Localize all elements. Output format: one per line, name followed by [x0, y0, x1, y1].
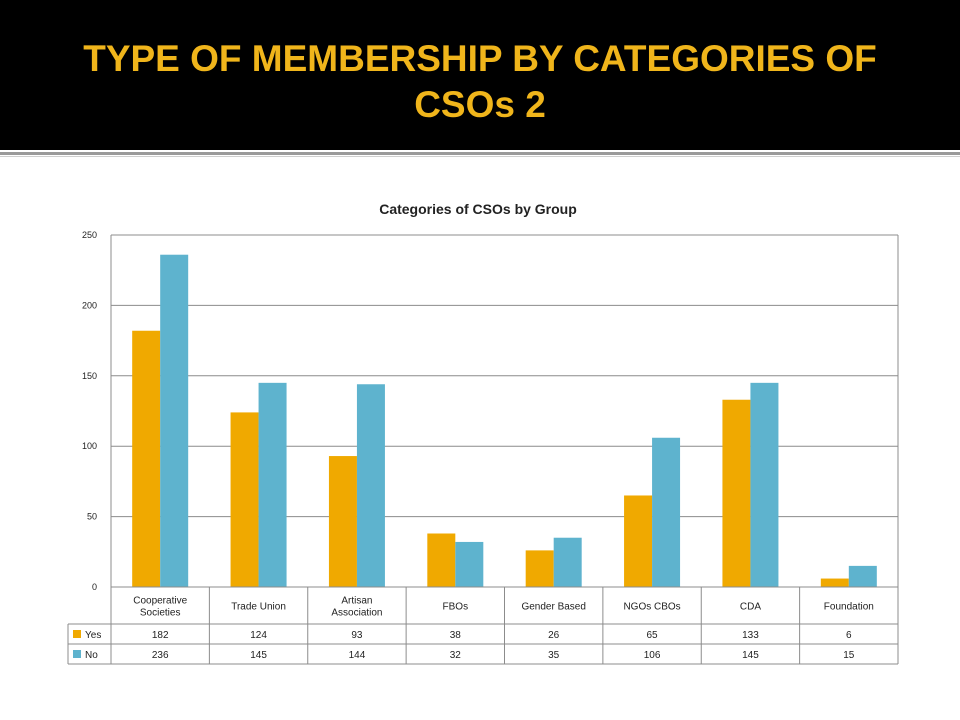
category-label: Gender Based [521, 602, 586, 613]
gridlines [110, 234, 899, 588]
slide-title-line-2: CSOs 2 [414, 84, 546, 125]
bar-no [160, 254, 189, 587]
data-label-yes: 182 [152, 630, 169, 641]
data-label-yes: 38 [450, 630, 462, 641]
data-label-yes: 26 [548, 630, 560, 641]
slide-title: TYPE OF MEMBERSHIP BY CATEGORIES OF CSOs… [40, 36, 920, 128]
data-label-yes: 124 [250, 630, 267, 641]
data-label-no: 15 [843, 650, 855, 661]
legend-label-yes: Yes [85, 630, 101, 641]
category-label: Artisan Association [331, 596, 382, 619]
legend-key-no [73, 650, 81, 658]
data-label-no: 106 [644, 650, 661, 661]
data-label-yes: 93 [351, 630, 363, 641]
bar-yes [820, 578, 849, 587]
bar-no [750, 382, 779, 587]
header-divider [0, 152, 960, 155]
data-label-yes: 65 [647, 630, 659, 641]
category-label: Trade Union [231, 602, 286, 613]
y-tick-label: 50 [87, 512, 97, 522]
bar-yes [427, 533, 456, 587]
data-label-yes: 133 [742, 630, 759, 641]
legend-key-yes [73, 630, 81, 638]
y-tick-label: 250 [82, 230, 97, 240]
data-label-no: 145 [250, 650, 267, 661]
category-label: CDA [740, 602, 761, 613]
y-tick-label: 100 [82, 441, 97, 451]
bar-no [258, 382, 287, 587]
bars [132, 254, 877, 587]
data-label-no: 35 [548, 650, 560, 661]
bar-yes [230, 412, 259, 587]
data-label-no: 144 [349, 650, 366, 661]
slide-title-line-1: TYPE OF MEMBERSHIP BY CATEGORIES OF [83, 38, 877, 79]
bar-yes [624, 495, 653, 587]
bar-yes [722, 399, 751, 587]
bar-no [553, 537, 582, 587]
y-tick-label: 200 [82, 300, 97, 310]
slide-header: TYPE OF MEMBERSHIP BY CATEGORIES OF CSOs… [0, 0, 960, 150]
header-divider-thin [0, 156, 960, 157]
data-label-no: 236 [152, 650, 169, 661]
data-label-no: 145 [742, 650, 759, 661]
legend-label-no: No [85, 650, 98, 661]
bar-no [848, 565, 877, 587]
bar-no [652, 437, 681, 587]
bar-yes [328, 456, 357, 587]
category-label: NGOs CBOs [623, 602, 680, 613]
bar-yes [525, 550, 554, 587]
category-label: Cooperative Societies [133, 596, 187, 619]
category-label: FBOs [443, 602, 469, 613]
y-axis-ticks: 0 50 100 150 200 250 [82, 230, 97, 592]
bar-no [455, 541, 484, 587]
y-tick-label: 0 [92, 582, 97, 592]
chart-title: Categories of CSOs by Group [379, 201, 577, 217]
y-tick-label: 150 [82, 371, 97, 381]
category-label: Foundation [824, 602, 874, 613]
data-label-no: 32 [450, 650, 462, 661]
bar-no [356, 384, 385, 587]
data-table: Cooperative Societies Trade Union Artisan As… [67, 586, 899, 665]
data-label-yes: 6 [846, 630, 852, 641]
bar-yes [132, 330, 161, 587]
